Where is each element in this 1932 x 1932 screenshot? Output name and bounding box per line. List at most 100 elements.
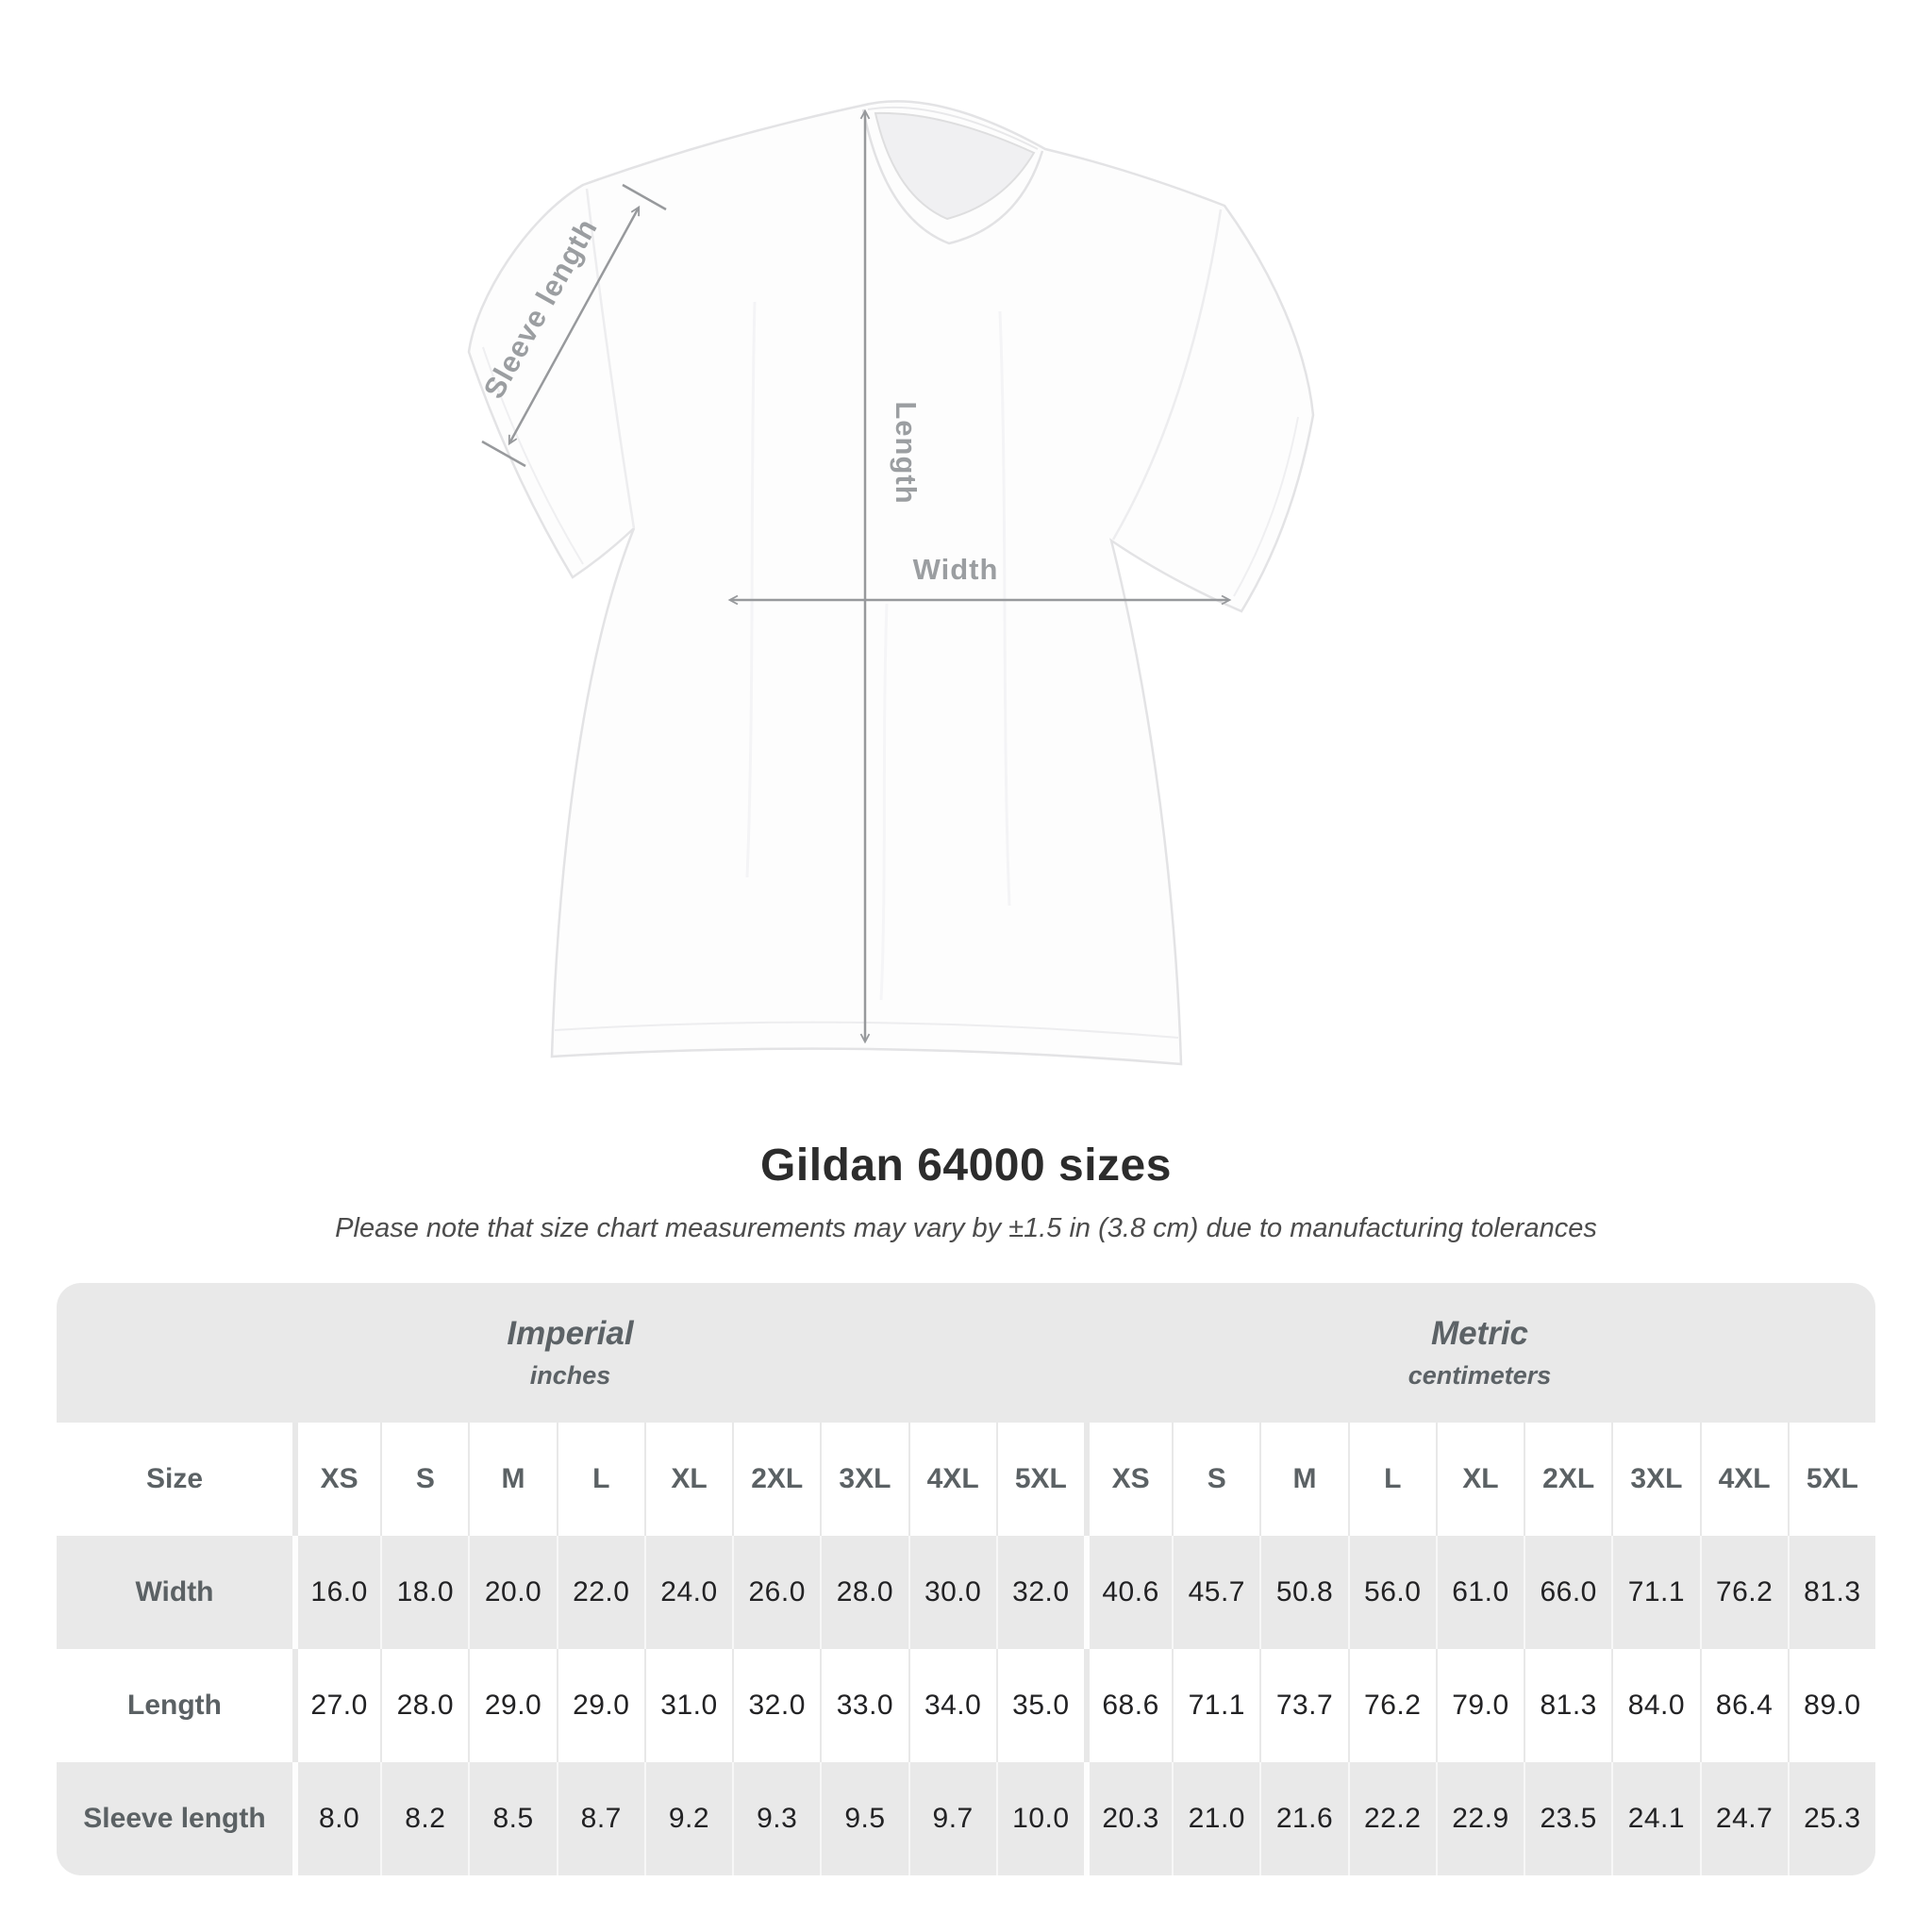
tshirt-wrinkle (879, 603, 889, 1001)
unit-group-header-row: Imperial inches Metric centimeters (57, 1283, 1875, 1423)
size-column-header: Size (57, 1423, 292, 1536)
length-value-cell: 35.0 (995, 1649, 1084, 1762)
length-row: Length 27.0 28.0 29.0 29.0 31.0 32.0 33.… (57, 1649, 1875, 1762)
size-header-cell: 4XL (908, 1423, 996, 1536)
width-value-cell: 76.2 (1699, 1536, 1788, 1649)
sleeve-value-cell: 10.0 (995, 1762, 1084, 1875)
sleeve-value-cell: 23.5 (1524, 1762, 1612, 1875)
length-value-cell: 33.0 (820, 1649, 908, 1762)
metric-label: Metric (1430, 1315, 1529, 1352)
sleeve-value-cell: 9.5 (820, 1762, 908, 1875)
sleeve-length-dimension (481, 183, 667, 468)
width-value-cell: 20.0 (468, 1536, 557, 1649)
width-value-cell: 22.0 (556, 1536, 644, 1649)
row-label-width: Width (57, 1536, 292, 1649)
length-value-cell: 89.0 (1787, 1649, 1875, 1762)
width-value-cell: 16.0 (292, 1536, 381, 1649)
size-header-cell: S (1172, 1423, 1260, 1536)
size-header-cell: 2XL (732, 1423, 821, 1536)
tshirt-illustration (467, 100, 1315, 1066)
length-value-cell: 28.0 (380, 1649, 469, 1762)
size-header-cell: M (1259, 1423, 1348, 1536)
tshirt-wrinkle (998, 310, 1011, 907)
length-value-cell: 31.0 (643, 1649, 733, 1762)
tshirt-collar-seam (861, 108, 1044, 245)
size-header-cell: 4XL (1699, 1423, 1788, 1536)
sleeve-length-arrow (509, 208, 639, 443)
sleeve-length-row: Sleeve length 8.0 8.2 8.5 8.7 9.2 9.3 9.… (57, 1762, 1875, 1875)
tshirt-right-cuff-stitch (1233, 416, 1299, 597)
tshirt-outline (467, 100, 1315, 1066)
length-value-cell: 81.3 (1524, 1649, 1612, 1762)
width-row: Width 16.0 18.0 20.0 22.0 24.0 26.0 28.0… (57, 1536, 1875, 1649)
width-label: Width (913, 553, 999, 586)
size-header-row: Size XS S M L XL 2XL 3XL 4XL 5XL XS S M … (57, 1423, 1875, 1536)
sleeve-value-cell: 8.2 (380, 1762, 469, 1875)
sleeve-value-cell: 8.5 (468, 1762, 557, 1875)
width-value-cell: 71.1 (1611, 1536, 1700, 1649)
length-value-cell: 71.1 (1172, 1649, 1260, 1762)
size-header-cell: 3XL (820, 1423, 908, 1536)
length-value-cell: 68.6 (1083, 1649, 1173, 1762)
page-subtitle: Please note that size chart measurements… (335, 1213, 1597, 1243)
length-value-cell: 76.2 (1347, 1649, 1436, 1762)
size-header-cell: 2XL (1524, 1423, 1612, 1536)
tshirt-measurement-figure: Sleeve length Length Width (467, 100, 1315, 1066)
size-header-cell: 5XL (1787, 1423, 1875, 1536)
sleeve-value-cell: 20.3 (1083, 1762, 1173, 1875)
sleeve-value-cell: 24.1 (1611, 1762, 1700, 1875)
length-value-cell: 79.0 (1435, 1649, 1524, 1762)
tshirt-wrinkle (745, 301, 757, 878)
width-value-cell: 56.0 (1347, 1536, 1436, 1649)
sleeve-length-end-tick (481, 440, 526, 468)
tshirt-neck-opening (874, 111, 1036, 221)
sleeve-value-cell: 25.3 (1787, 1762, 1875, 1875)
sleeve-value-cell: 22.2 (1347, 1762, 1436, 1875)
sleeve-value-cell: 9.7 (908, 1762, 996, 1875)
sleeve-value-cell: 21.0 (1172, 1762, 1260, 1875)
length-label: Length (890, 401, 923, 504)
size-header-cell: L (1347, 1423, 1436, 1536)
size-header-cell: XS (292, 1423, 381, 1536)
length-value-cell: 29.0 (468, 1649, 557, 1762)
width-value-cell: 32.0 (995, 1536, 1084, 1649)
sleeve-value-cell: 8.0 (292, 1762, 381, 1875)
width-value-cell: 50.8 (1259, 1536, 1348, 1649)
size-header-cell: 3XL (1611, 1423, 1700, 1536)
imperial-label: Imperial (507, 1315, 634, 1352)
width-value-cell: 66.0 (1524, 1536, 1612, 1649)
width-value-cell: 26.0 (732, 1536, 821, 1649)
tshirt-left-cuff-stitch (482, 346, 584, 565)
length-value-cell: 27.0 (292, 1649, 381, 1762)
size-table: Imperial inches Metric centimeters Size … (57, 1283, 1875, 1875)
sleeve-value-cell: 8.7 (556, 1762, 644, 1875)
row-label-length: Length (57, 1649, 292, 1762)
length-value-cell: 34.0 (908, 1649, 996, 1762)
size-header-cell: M (468, 1423, 557, 1536)
metric-sublabel: centimeters (1407, 1361, 1552, 1390)
page-title: Gildan 64000 sizes (760, 1141, 1172, 1191)
tshirt-right-armhole-seam (1111, 208, 1223, 541)
tshirt-back-collar-line (867, 106, 1039, 150)
size-header-cell: XS (1083, 1423, 1173, 1536)
width-value-cell: 24.0 (643, 1536, 733, 1649)
size-header-cell: 5XL (995, 1423, 1084, 1536)
size-table-container: Imperial inches Metric centimeters Size … (57, 1283, 1875, 1875)
sleeve-value-cell: 24.7 (1699, 1762, 1788, 1875)
length-value-cell: 86.4 (1699, 1649, 1788, 1762)
size-header-cell: XL (1435, 1423, 1524, 1536)
imperial-sublabel: inches (529, 1361, 611, 1390)
sleeve-value-cell: 22.9 (1435, 1762, 1524, 1875)
width-value-cell: 28.0 (820, 1536, 908, 1649)
width-value-cell: 30.0 (908, 1536, 996, 1649)
sleeve-value-cell: 9.2 (643, 1762, 733, 1875)
size-header-cell: L (556, 1423, 644, 1536)
width-value-cell: 45.7 (1172, 1536, 1260, 1649)
metric-group-header: Metric centimeters (1083, 1283, 1875, 1423)
row-label-sleeve-length: Sleeve length (57, 1762, 292, 1875)
length-value-cell: 32.0 (732, 1649, 821, 1762)
sleeve-length-end-tick (622, 183, 667, 211)
length-value-cell: 73.7 (1259, 1649, 1348, 1762)
width-value-cell: 61.0 (1435, 1536, 1524, 1649)
